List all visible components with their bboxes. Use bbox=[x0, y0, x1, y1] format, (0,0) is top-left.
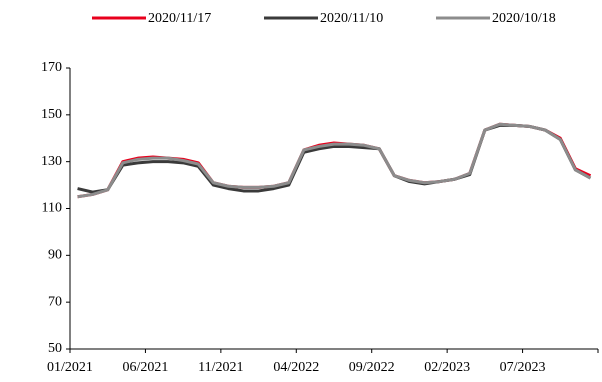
x-tick-label: 09/2022 bbox=[349, 360, 395, 375]
y-tick-label: 170 bbox=[41, 60, 62, 75]
y-tick-label: 150 bbox=[41, 107, 62, 122]
x-tick-label: 04/2022 bbox=[273, 360, 319, 375]
x-tick-label: 06/2021 bbox=[122, 360, 168, 375]
legend-label: 2020/11/17 bbox=[148, 11, 211, 26]
x-tick-label: 11/2021 bbox=[198, 360, 243, 375]
x-tick-label: 02/2023 bbox=[424, 360, 470, 375]
y-tick-label: 130 bbox=[41, 154, 62, 169]
y-tick-label: 70 bbox=[48, 294, 62, 309]
legend-label: 2020/10/18 bbox=[492, 11, 556, 26]
x-tick-label: 07/2023 bbox=[500, 360, 546, 375]
y-tick-label: 90 bbox=[48, 248, 62, 263]
y-tick-label: 50 bbox=[48, 341, 62, 356]
legend-label: 2020/11/10 bbox=[320, 11, 383, 26]
y-tick-label: 110 bbox=[42, 201, 62, 216]
series-line bbox=[77, 122, 592, 199]
x-tick-label: 01/2021 bbox=[47, 360, 93, 375]
